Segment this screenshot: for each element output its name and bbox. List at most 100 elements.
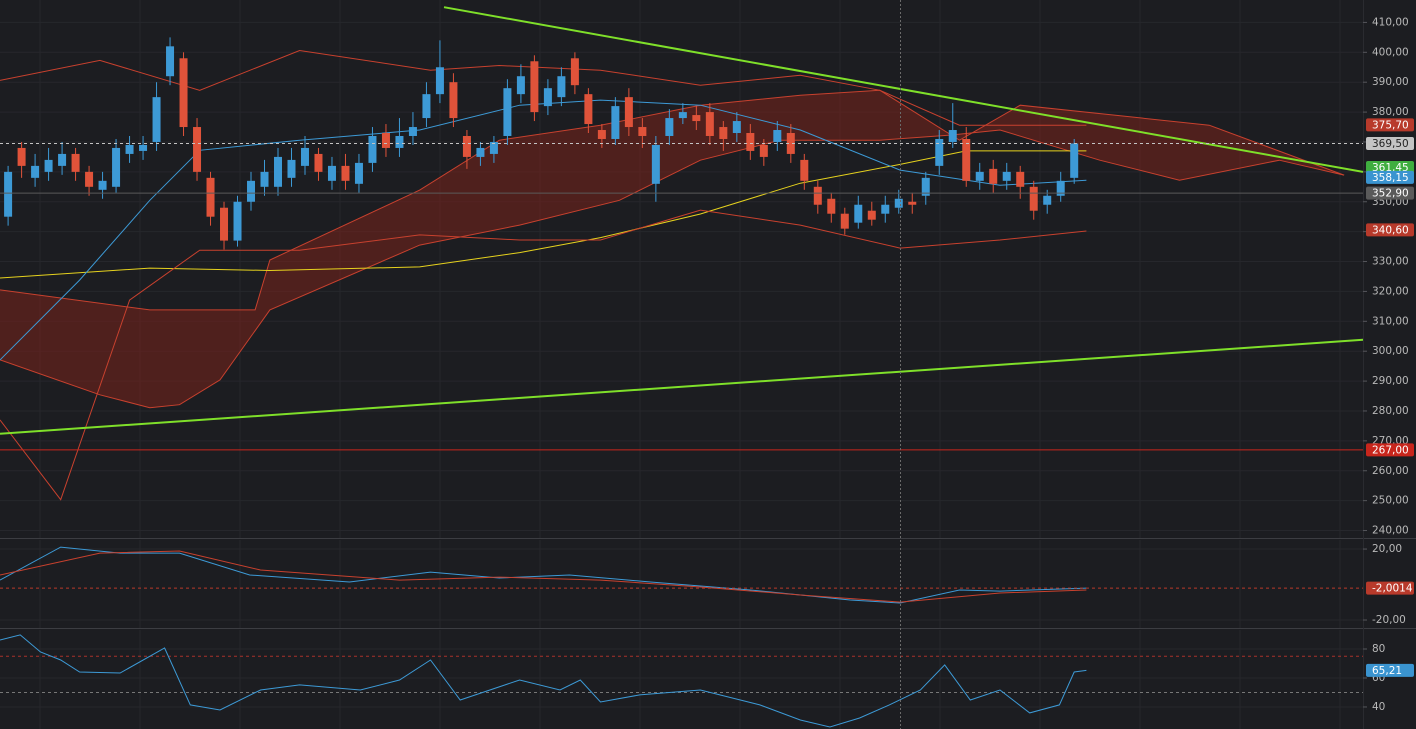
candle-body [719, 127, 728, 139]
candle-body [179, 58, 188, 128]
candle-body [584, 94, 593, 125]
candle-body [112, 147, 121, 187]
candle-body [503, 88, 512, 136]
candle-body [300, 147, 309, 166]
candle-body [746, 133, 755, 151]
candle-body [921, 177, 930, 196]
candle-body [665, 118, 674, 136]
y-tick-label: 80 [1372, 643, 1385, 655]
candle-body [1043, 195, 1052, 205]
y-tick-label: 320,00 [1372, 285, 1409, 297]
price-tag-label: 369,50 [1372, 138, 1409, 150]
candle-body [395, 135, 404, 148]
candle-body [894, 198, 903, 208]
candle-body [1029, 186, 1038, 211]
candle-body [867, 210, 876, 220]
candle-body [489, 141, 498, 154]
candle-body [962, 138, 971, 181]
y-tick-label: 280,00 [1372, 405, 1409, 417]
price-tag [1366, 223, 1414, 237]
candle-body [98, 180, 107, 190]
candle-body [840, 213, 849, 229]
price-tag [1366, 118, 1414, 132]
trendline [443, 6, 1363, 173]
indicator-line [0, 634, 1087, 728]
candle-body [759, 144, 768, 157]
candle-body [206, 177, 215, 217]
candle-body [193, 127, 202, 172]
candle-body [247, 180, 256, 202]
y-tick-label: 260,00 [1372, 465, 1409, 477]
price-tag [1366, 186, 1414, 200]
candle-body [341, 165, 350, 181]
y-tick-label: 410,00 [1372, 16, 1409, 28]
candle-body [732, 121, 741, 134]
price-tag-label: 267,00 [1372, 444, 1409, 456]
y-tick-label: 40 [1372, 701, 1385, 713]
candle-body [476, 147, 485, 157]
candle-body [800, 159, 809, 181]
indicator-line [0, 550, 1087, 603]
candle-body [543, 88, 552, 107]
price-tag-label: 375,70 [1372, 119, 1409, 131]
candle-body [31, 165, 40, 178]
cloud-lower [0, 129, 1345, 409]
candle-body [381, 133, 390, 148]
candle-body [1016, 171, 1025, 187]
candle-body [449, 82, 458, 119]
candle-body [935, 138, 944, 166]
candle-body [975, 171, 984, 181]
candle-body [125, 144, 134, 154]
y-tick-label: 310,00 [1372, 315, 1409, 327]
candle-body [705, 112, 714, 136]
price-tag [1366, 581, 1414, 595]
panel [0, 630, 1363, 729]
candle-body [1002, 171, 1011, 181]
candle-body [651, 144, 660, 184]
y-tick-label: 390,00 [1372, 76, 1409, 88]
y-tick-label: 240,00 [1372, 525, 1409, 537]
price-tag [1366, 443, 1414, 457]
candle-body [260, 171, 269, 187]
candle-body [166, 46, 175, 77]
candle-body [611, 106, 620, 139]
candle-body [435, 67, 444, 95]
candle-body [408, 127, 417, 136]
cloud-fill [0, 90, 1345, 408]
candle-body [827, 198, 836, 214]
candle-body [881, 204, 890, 214]
candle-body [220, 207, 229, 241]
panel: KCH26Coffee (ICE): March 2026 [0, 0, 1363, 538]
candle-body [85, 171, 94, 187]
price-tag-label: 340,60 [1372, 224, 1409, 236]
price-tag-label: -2,0014 [1372, 583, 1413, 595]
candle-body [678, 112, 687, 119]
candle-body [233, 201, 242, 241]
y-tick-label: 330,00 [1372, 256, 1409, 268]
candle-body [462, 135, 471, 157]
candle-body [327, 165, 336, 181]
candle-body [287, 159, 296, 178]
price-tag [1366, 136, 1414, 150]
candle-body [139, 144, 148, 151]
price-tag-label: 65,21 [1372, 665, 1402, 677]
candle-body [530, 61, 539, 113]
indicator-line [0, 99, 1087, 361]
candle-body [570, 58, 579, 86]
candle-body [854, 204, 863, 223]
candle-body [273, 156, 282, 187]
candle-body [948, 130, 957, 142]
price-tag [1366, 663, 1414, 677]
candle-body [638, 127, 647, 136]
candle-body [557, 76, 566, 98]
indicator-line [0, 546, 1087, 604]
candle-body [422, 94, 431, 119]
y-tick-label: 300,00 [1372, 345, 1409, 357]
indicator-line [0, 150, 1087, 279]
panel [0, 540, 1363, 628]
y-tick-label: -20,00 [1372, 614, 1406, 626]
candle-body [813, 186, 822, 205]
price-axis: 240,00250,00260,00270,00280,00290,00300,… [1363, 16, 1414, 537]
